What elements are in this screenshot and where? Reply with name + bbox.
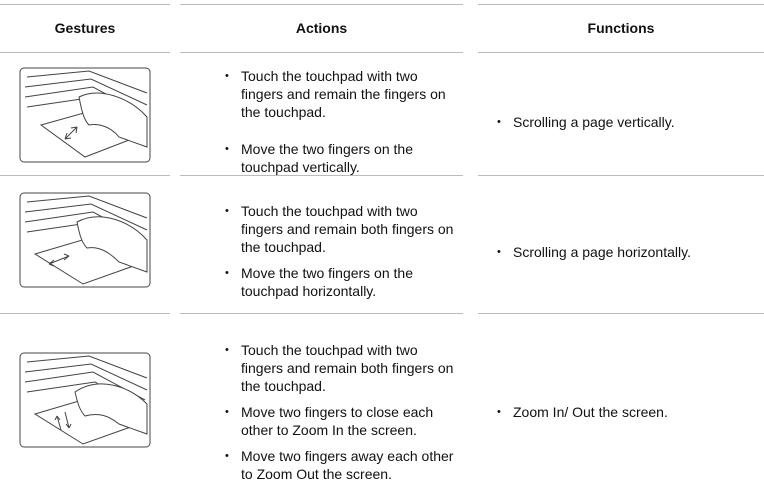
column-header: Actions <box>295 20 348 36</box>
rule <box>0 52 170 53</box>
rule <box>478 175 764 176</box>
action-item: Move two fingers to close each other to … <box>225 403 456 439</box>
action-item: Touch the touchpad with two fingers and … <box>225 341 456 395</box>
function-item: Zoom In/ Out the screen. <box>497 403 764 421</box>
action-item: Touch the touchpad with two fingers and … <box>225 202 456 256</box>
function-item: Scrolling a page horizontally. <box>497 243 764 261</box>
column-header: Functions <box>587 20 655 36</box>
action-item: Move the two fingers on the touchpad ver… <box>225 140 456 176</box>
rule <box>0 313 170 314</box>
rule <box>0 175 170 176</box>
rule <box>180 313 463 314</box>
function-item: Scrolling a page vertically. <box>497 113 764 131</box>
rule <box>180 4 463 5</box>
rule <box>0 4 170 5</box>
column-header: Gestures <box>54 20 116 36</box>
gesture-illustration <box>19 192 151 288</box>
gesture-illustration <box>19 67 151 163</box>
rule <box>180 52 463 53</box>
action-item: Move the two fingers on the touchpad hor… <box>225 264 456 300</box>
action-item: Move two fingers away each other to Zoom… <box>225 447 456 483</box>
rule <box>478 313 764 314</box>
rule <box>478 4 764 5</box>
action-item: Touch the touchpad with two fingers and … <box>225 67 456 121</box>
gesture-illustration <box>19 352 151 448</box>
rule <box>478 52 764 53</box>
